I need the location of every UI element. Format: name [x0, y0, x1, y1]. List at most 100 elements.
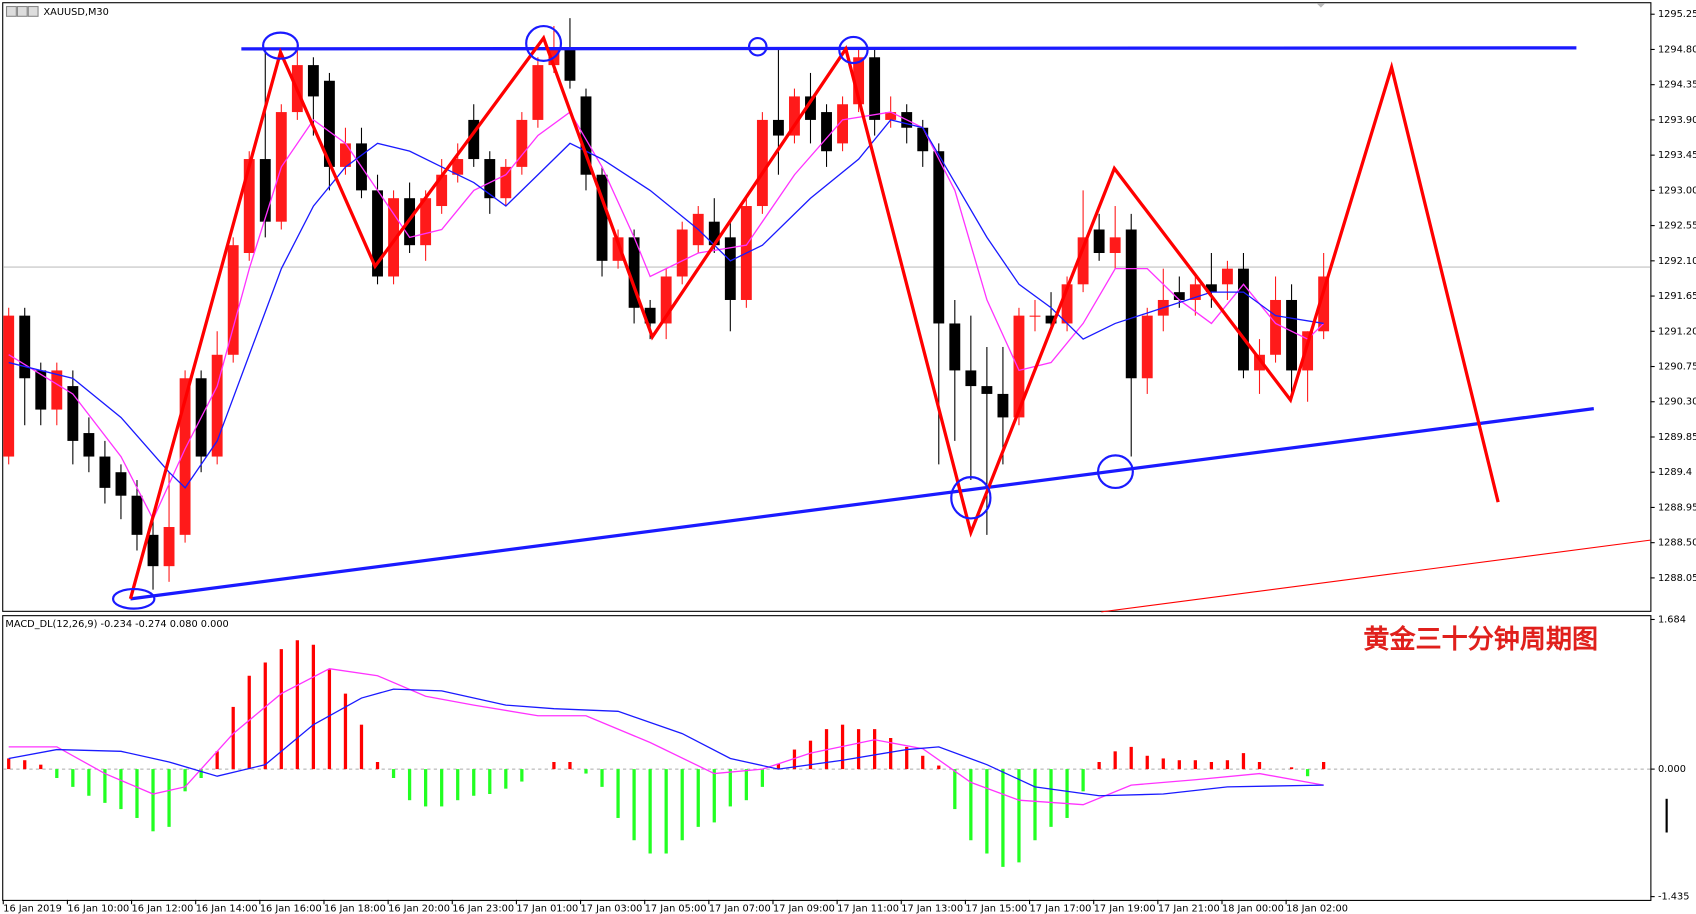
x-tick-label: 16 Jan 23:00: [452, 904, 514, 914]
candle-body: [724, 237, 736, 300]
candle-body: [676, 229, 688, 277]
candle-body: [131, 495, 143, 535]
candle-body: [307, 65, 319, 97]
candle-body: [1254, 354, 1265, 371]
candle-body: [1013, 315, 1025, 418]
candle-body: [340, 143, 351, 167]
y-tick-label: 1292.55: [1658, 221, 1696, 232]
candle-body: [243, 159, 255, 254]
y-tick-label: 1292.10: [1658, 256, 1696, 267]
candle-body: [179, 378, 191, 535]
candle-body: [99, 456, 111, 488]
candle-body: [67, 386, 79, 441]
candle-body: [1045, 315, 1057, 324]
candle-body: [1029, 315, 1041, 317]
candle-body: [1189, 284, 1201, 300]
candle-body: [1205, 284, 1217, 293]
circle: [111, 587, 156, 610]
x-tick-label: 17 Jan 07:00: [709, 904, 771, 914]
candle-body: [19, 315, 31, 379]
candle-body: [1141, 315, 1153, 379]
x-tick-label: 17 Jan 13:00: [901, 904, 963, 914]
x-tick-label: 16 Jan 2019: [3, 904, 62, 914]
candle-body: [772, 119, 784, 136]
drawings: [111, 24, 1651, 613]
annotation: 黄金三十分钟周期图: [1363, 624, 1598, 655]
candle-body: [789, 96, 800, 136]
candle-body: [837, 104, 848, 144]
y-tick-label: 1291.20: [1658, 326, 1696, 337]
macd-panel: [2, 615, 1652, 901]
candle-body: [885, 112, 897, 120]
x-tick-label: 16 Jan 16:00: [260, 904, 322, 914]
candle-body: [756, 119, 768, 207]
y-tick-label: 1289.85: [1658, 432, 1696, 443]
candle-body: [1093, 229, 1105, 254]
x-tick-label: 17 Jan 09:00: [773, 904, 835, 914]
shift-marker: [1316, 3, 1326, 8]
candle-body: [981, 386, 993, 394]
x-tick-label: 16 Jan 14:00: [196, 904, 258, 914]
candle-body: [51, 370, 63, 410]
candle-body: [949, 323, 961, 371]
candle-body: [468, 119, 480, 160]
candle-body: [628, 237, 640, 308]
candle-body: [1077, 237, 1089, 285]
x-tick-label: 17 Jan 05:00: [645, 904, 707, 914]
candle-body: [163, 527, 175, 567]
indicator-line: [8, 119, 1324, 489]
channel-line: [1101, 539, 1651, 613]
candle-body: [596, 174, 608, 261]
candle-body: [580, 96, 592, 175]
macd-title: MACD_DL(12,26,9) -0.234 -0.274 0.080 0.0…: [5, 619, 228, 630]
candle-body: [147, 534, 159, 567]
candle-body: [1221, 268, 1233, 285]
candle-body: [869, 57, 881, 120]
candle-body: [227, 245, 239, 355]
y-tick-label: 1293.00: [1658, 185, 1696, 196]
candle-body: [997, 393, 1009, 418]
candle-body: [259, 159, 271, 222]
candle-body: [452, 159, 464, 175]
candle-body: [83, 433, 95, 457]
candle-body: [115, 472, 127, 496]
y-tick-label: 1290.30: [1658, 397, 1696, 408]
y-tick-label: 1294.35: [1658, 80, 1696, 91]
resistance-line: [241, 46, 1577, 51]
indicator-line: [8, 111, 1325, 521]
candle-body: [708, 221, 720, 246]
candle-body: [1318, 276, 1330, 332]
y-tick-label: 1.684: [1658, 614, 1686, 625]
candle-body: [933, 151, 945, 324]
candle-body: [388, 198, 399, 277]
candle-body: [612, 237, 624, 261]
x-tick-label: 17 Jan 17:00: [1030, 904, 1092, 914]
x-tick-label: 17 Jan 01:00: [516, 904, 578, 914]
zigzag: [128, 34, 1500, 600]
x-tick-label: 16 Jan 12:00: [132, 904, 194, 914]
circle: [838, 35, 869, 65]
candle-body: [1302, 331, 1314, 371]
indicator-line: [8, 668, 1324, 806]
candle-body: [965, 370, 977, 387]
candle-body: [1286, 299, 1298, 371]
candle-body: [484, 159, 496, 199]
candle-body: [436, 174, 448, 207]
y-tick-label: -1.435: [1658, 892, 1689, 903]
candle-body: [1125, 229, 1137, 379]
y-tick-label: 0.000: [1658, 764, 1686, 775]
candle-body: [805, 96, 816, 120]
indicator-line: [8, 688, 1324, 797]
candle-body: [211, 354, 223, 457]
candle-body: [1238, 268, 1249, 371]
circle: [950, 476, 992, 520]
circle: [1096, 454, 1134, 490]
x-tick-label: 17 Jan 21:00: [1158, 904, 1220, 914]
y-tick-label: 1288.95: [1658, 502, 1696, 513]
y-tick-label: 1293.90: [1658, 115, 1696, 126]
x-tick-label: 17 Jan 03:00: [581, 904, 643, 914]
candle-body: [372, 190, 383, 277]
candle-body: [1270, 299, 1281, 355]
symbol-icon: [5, 5, 39, 17]
